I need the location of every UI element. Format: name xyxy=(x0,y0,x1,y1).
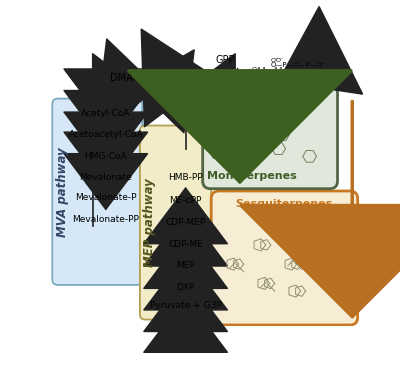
Text: Sesquiterpenes: Sesquiterpenes xyxy=(236,199,333,209)
Text: Monoterpenes: Monoterpenes xyxy=(207,171,296,180)
Text: Mevalonate: Mevalonate xyxy=(79,173,132,182)
Text: O⁻: O⁻ xyxy=(259,78,267,83)
Text: O: O xyxy=(250,73,255,78)
Text: CDP-ME: CDP-ME xyxy=(168,240,203,249)
Text: ‖: ‖ xyxy=(261,67,265,74)
FancyBboxPatch shape xyxy=(211,191,358,325)
Text: CDP-MEP: CDP-MEP xyxy=(166,218,206,227)
Text: MEP: MEP xyxy=(176,261,195,270)
Text: GPP: GPP xyxy=(215,55,235,65)
Text: ‖: ‖ xyxy=(273,67,276,74)
Text: IPP: IPP xyxy=(156,90,171,101)
Text: MEP pathway: MEP pathway xyxy=(143,178,156,267)
Text: Pyruvate + G3P: Pyruvate + G3P xyxy=(150,301,222,310)
Text: DMAPP: DMAPP xyxy=(110,73,145,83)
Text: O⁻: O⁻ xyxy=(254,78,262,83)
Text: ME-cPP: ME-cPP xyxy=(170,196,202,205)
FancyBboxPatch shape xyxy=(52,98,142,285)
Text: Acetyl-CoA: Acetyl-CoA xyxy=(81,109,130,118)
Text: O: O xyxy=(251,67,256,72)
Text: Mevalonate-PP: Mevalonate-PP xyxy=(72,215,139,224)
Text: Acetoacetyl-CoA: Acetoacetyl-CoA xyxy=(68,130,143,139)
Text: FPP: FPP xyxy=(302,96,320,106)
FancyBboxPatch shape xyxy=(140,126,211,320)
Text: DXP: DXP xyxy=(176,283,195,292)
Text: ‖: ‖ xyxy=(278,67,282,74)
Text: ‖: ‖ xyxy=(256,67,260,74)
Text: O—P—O—P—O⁻: O—P—O—P—O⁻ xyxy=(271,63,327,68)
Text: MVA pathway: MVA pathway xyxy=(56,147,69,236)
Text: HMB-PP: HMB-PP xyxy=(168,173,203,182)
Text: O⁻: O⁻ xyxy=(276,58,284,63)
FancyBboxPatch shape xyxy=(203,86,338,189)
Text: Mevalonate-P: Mevalonate-P xyxy=(75,193,136,202)
Text: O⁻: O⁻ xyxy=(271,58,279,63)
Text: HMG-CoA: HMG-CoA xyxy=(84,152,127,161)
Text: O—P—O—P—O⁻: O—P—O—P—O⁻ xyxy=(254,72,310,78)
